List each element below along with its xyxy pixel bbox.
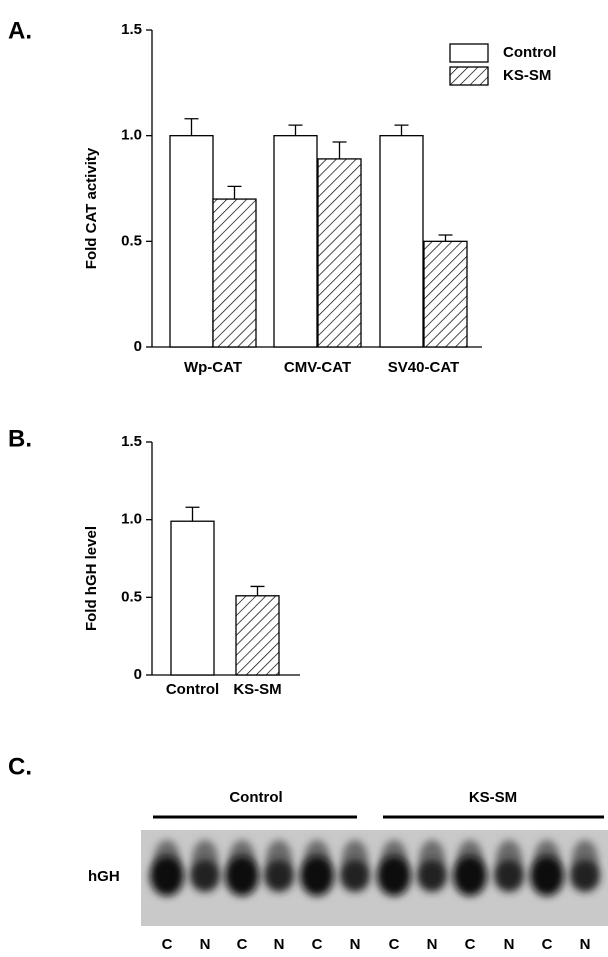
panel-label: C. (8, 753, 32, 780)
lane-label: C (465, 936, 476, 953)
error-bar (289, 125, 303, 136)
y-tick-label: 0 (134, 666, 142, 683)
band (300, 856, 334, 896)
band (453, 856, 487, 896)
band (570, 860, 600, 892)
lane-label: C (237, 936, 248, 953)
band (225, 856, 259, 896)
y-tick-label: 0.5 (121, 232, 142, 249)
y-tick-label: 1.5 (121, 433, 142, 450)
y-axis-label: Fold CAT activity (83, 147, 100, 269)
error-bar (251, 586, 265, 595)
error-bar (395, 125, 409, 136)
bar (424, 241, 467, 347)
band (340, 860, 370, 892)
lane-label: N (200, 936, 211, 953)
bar (170, 136, 213, 347)
band-label: hGH (88, 868, 120, 885)
bar (236, 596, 279, 675)
bar (318, 159, 361, 347)
panel-label: B. (8, 425, 32, 452)
bar (274, 136, 317, 347)
group-label: KS-SM (469, 789, 517, 806)
lane-label: C (389, 936, 400, 953)
bar (171, 521, 214, 675)
bar (213, 199, 256, 347)
y-tick-label: 0 (134, 338, 142, 355)
lane-label: N (504, 936, 515, 953)
band (377, 856, 411, 896)
lane-label: N (427, 936, 438, 953)
legend-label: Control (503, 44, 556, 61)
x-tick-label: CMV-CAT (284, 359, 351, 376)
band (417, 860, 447, 892)
lane-label: N (580, 936, 591, 953)
error-bar (228, 186, 242, 199)
error-bar (186, 507, 200, 521)
y-tick-label: 1.5 (121, 21, 142, 38)
panel-label: A. (8, 17, 32, 44)
x-tick-label: SV40-CAT (388, 359, 459, 376)
y-axis-label: Fold hGH level (83, 526, 100, 631)
band (264, 860, 294, 892)
legend-label: KS-SM (503, 67, 551, 84)
error-bar (439, 235, 453, 241)
band (150, 856, 184, 896)
bar (380, 136, 423, 347)
x-tick-label: KS-SM (233, 681, 281, 698)
group-label: Control (229, 789, 282, 806)
lane-label: C (542, 936, 553, 953)
lane-label: N (274, 936, 285, 953)
band (190, 860, 220, 892)
y-tick-label: 0.5 (121, 588, 142, 605)
x-tick-label: Control (166, 681, 219, 698)
lane-label: N (350, 936, 361, 953)
lane-label: C (312, 936, 323, 953)
y-tick-label: 1.0 (121, 511, 142, 528)
error-bar (333, 142, 347, 159)
band (530, 856, 564, 896)
error-bar (185, 119, 199, 136)
band (494, 860, 524, 892)
figure: A. B. C. Control KS-SM hGH 0 0.5 1.0 1.5 Fol… (0, 0, 608, 957)
x-tick-label: Wp-CAT (184, 359, 242, 376)
lane-label: C (162, 936, 173, 953)
y-tick-label: 1.0 (121, 127, 142, 144)
legend-swatch (450, 67, 488, 85)
legend-swatch (450, 44, 488, 62)
